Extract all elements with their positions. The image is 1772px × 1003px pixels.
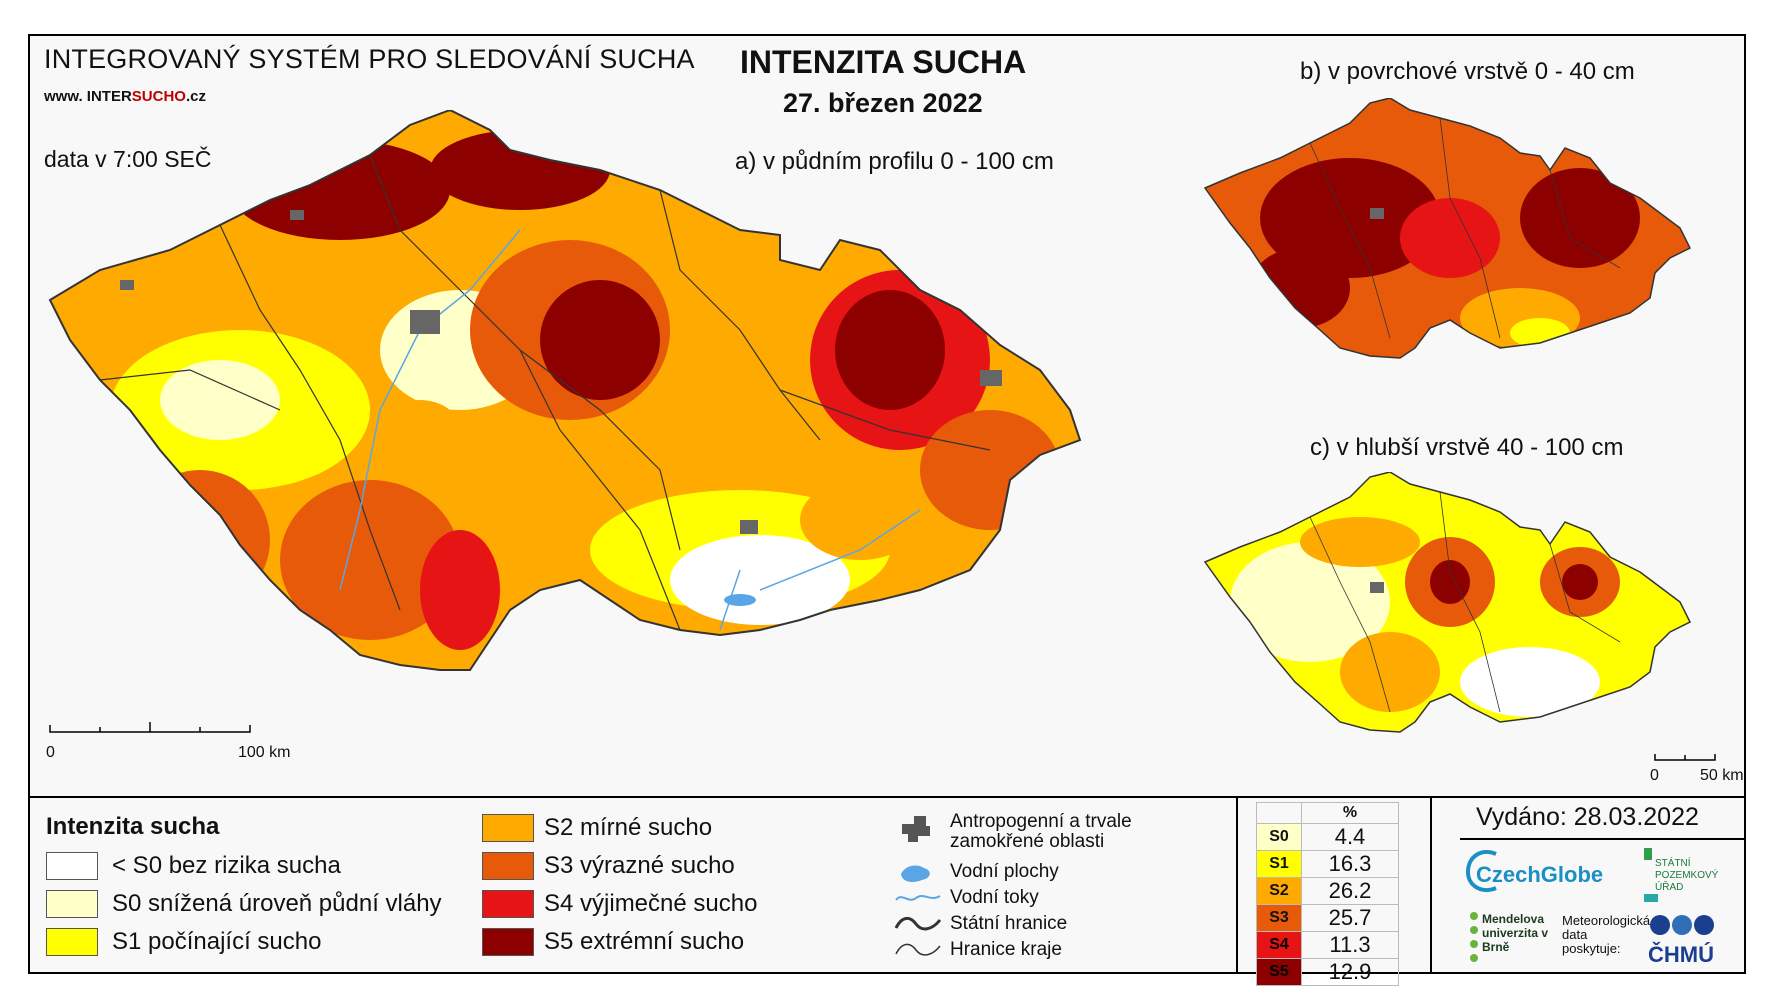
scale-main-end: 100 km <box>238 744 291 761</box>
legend-label-s0: S0 snížená úroveň půdní vláhy <box>112 890 442 917</box>
anthropogenic-area-icon <box>902 816 930 842</box>
issued-date: Vydáno: 28.03.2022 <box>1476 803 1699 831</box>
river-icon <box>895 895 941 901</box>
stats-code: S4 <box>1256 931 1302 959</box>
symbol-label-water: Vodní plochy <box>950 861 1059 882</box>
stats-value: 25.7 <box>1301 904 1399 932</box>
legend-label-s4: S4 výjimečné sucho <box>544 890 758 917</box>
legend-label-s1: S1 počínající sucho <box>112 928 322 955</box>
mendel-logo-icon <box>1470 912 1478 962</box>
legend-divider-1 <box>1236 796 1238 974</box>
region-border-icon <box>895 943 941 956</box>
stats-value: 11.3 <box>1301 931 1399 959</box>
data-time: data v 7:00 SEČ <box>44 146 212 172</box>
website-prefix: www. INTER <box>44 88 132 105</box>
scale-main-zero: 0 <box>46 744 55 761</box>
scale-small-zero: 0 <box>1650 767 1659 784</box>
map-c-title: c) v hlubší vrstvě 40 - 100 cm <box>1310 434 1624 461</box>
symbol-label-anthropogenic: Antropogenní a trvale zamokřené oblasti <box>950 811 1132 852</box>
map-date: 27. březen 2022 <box>783 88 983 118</box>
czechglobe-logo-icon <box>1465 850 1497 892</box>
website-highlight: SUCHO <box>131 88 186 105</box>
spu-logo: STÁTNÍ POZEMKOVÝ ÚŘAD <box>1655 858 1719 893</box>
drought-map-b <box>1203 98 1692 359</box>
main-title: INTENZITA SUCHA <box>740 44 1027 80</box>
legend-swatch-s5 <box>482 928 534 956</box>
website-link[interactable]: www. INTERSUCHO.cz <box>44 88 206 105</box>
website-suffix: .cz <box>185 88 206 105</box>
legend-swatch-s0 <box>46 890 98 918</box>
stats-code: S0 <box>1256 823 1302 851</box>
stats-row: S2 26.2 <box>1256 877 1399 905</box>
stats-header-code <box>1256 802 1302 824</box>
czechglobe-logo: CzechGlobe <box>1476 862 1604 887</box>
legend-swatch-s2 <box>482 814 534 842</box>
legend-label-s2: S2 mírné sucho <box>544 814 713 841</box>
scale-bar-small <box>1654 754 1716 761</box>
stats-row: S3 25.7 <box>1256 904 1399 932</box>
map-a-title: a) v půdním profilu 0 - 100 cm <box>735 148 1054 175</box>
chmu-logo-icon <box>1650 915 1714 935</box>
symbol-label-rivers: Vodní toky <box>950 887 1039 908</box>
stats-header-pct: % <box>1301 802 1399 824</box>
stats-value: 12.9 <box>1301 958 1399 986</box>
stats-row: S4 11.3 <box>1256 931 1399 959</box>
stats-code: S1 <box>1256 850 1302 878</box>
legend-label-s3: S3 výrazné sucho <box>544 852 735 879</box>
stats-code: S5 <box>1256 958 1302 986</box>
symbol-label-state-border: Státní hranice <box>950 913 1068 934</box>
stats-value: 16.3 <box>1301 850 1399 878</box>
legend-separator <box>28 796 1746 798</box>
stats-value: 4.4 <box>1301 823 1399 851</box>
legend-swatch-s4 <box>482 890 534 918</box>
legend-swatch-s1 <box>46 928 98 956</box>
spu-logo-icon <box>1644 848 1658 902</box>
legend-label-s5: S5 extrémní sucho <box>544 928 745 955</box>
stats-code: S2 <box>1256 877 1302 905</box>
map-b-title: b) v povrchové vrstvě 0 - 40 cm <box>1300 58 1635 85</box>
legend-swatch-s3 <box>482 852 534 880</box>
drought-stats-table: % S0 4.4 S1 16.3 S2 26.2 S3 25.7 S4 11.3… <box>1256 802 1399 986</box>
issued-separator <box>1460 838 1746 840</box>
mendel-logo: Mendelova univerzita v Brně <box>1482 912 1549 954</box>
legend-label-nodrought: < S0 bez rizika sucha <box>112 852 341 879</box>
stats-header-row: % <box>1256 802 1399 824</box>
stats-code: S3 <box>1256 904 1302 932</box>
stats-row: S1 16.3 <box>1256 850 1399 878</box>
drought-map-a <box>48 110 1082 671</box>
water-body-icon <box>901 865 930 882</box>
scale-small-end: 50 km <box>1700 767 1744 784</box>
stats-row: S5 12.9 <box>1256 958 1399 986</box>
scale-bar-main <box>49 722 251 733</box>
stats-value: 26.2 <box>1301 877 1399 905</box>
legend-swatch-nodrought <box>46 852 98 880</box>
drought-map-c <box>1203 472 1692 733</box>
meteo-provider-label: Meteorologická data poskytuje: <box>1562 913 1651 956</box>
stats-row: S0 4.4 <box>1256 823 1399 851</box>
legend-divider-2 <box>1430 796 1432 974</box>
legend-title: Intenzita sucha <box>46 813 220 840</box>
state-border-icon <box>894 917 942 931</box>
symbol-label-region-border: Hranice kraje <box>950 939 1062 960</box>
chmu-logo: ČHMÚ <box>1648 942 1714 967</box>
system-title: INTEGROVANÝ SYSTÉM PRO SLEDOVÁNÍ SUCHA <box>44 44 695 74</box>
